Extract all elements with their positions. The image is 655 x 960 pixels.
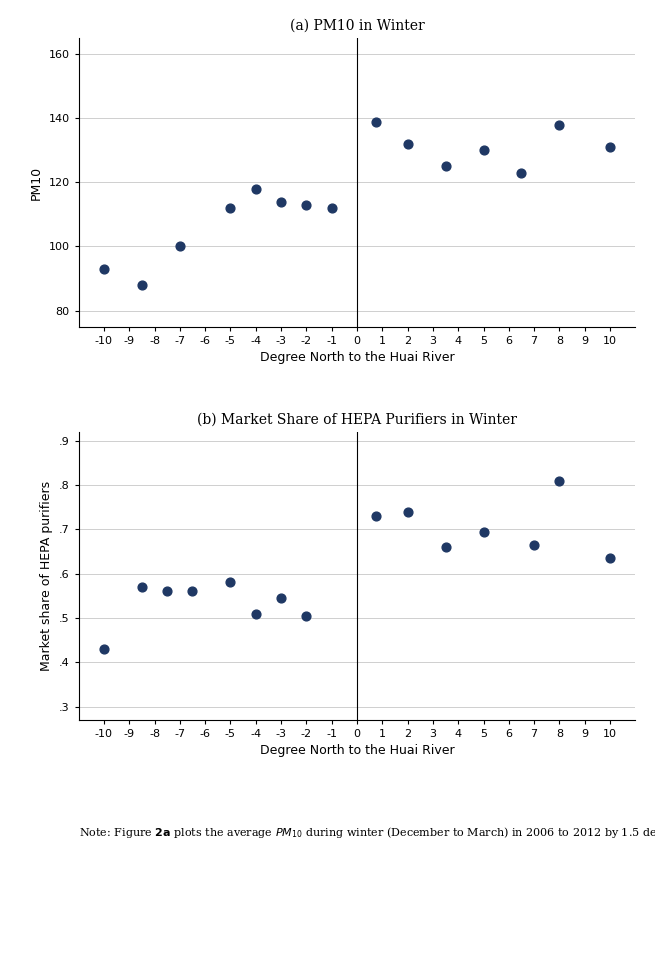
Point (478, 524, 489, 540)
Point (371, 508, 381, 523)
Y-axis label: Market share of HEPA purifiers: Market share of HEPA purifiers (40, 481, 53, 671)
Point (440, 540, 451, 555)
Point (137, 277, 147, 293)
Point (99, 261, 109, 276)
Text: Note: Figure $\mathbf{2a}$ plots the average $PM_{10}$ during winter (December t: Note: Figure $\mathbf{2a}$ plots the ave… (79, 826, 655, 840)
Point (402, 136, 413, 152)
Point (225, 201, 236, 216)
Point (402, 504, 413, 519)
Title: (b) Market Share of HEPA Purifiers in Winter: (b) Market Share of HEPA Purifiers in Wi… (197, 413, 517, 426)
Point (554, 117, 565, 132)
Point (250, 181, 261, 197)
Point (301, 608, 312, 623)
Point (554, 473, 565, 489)
Point (225, 575, 236, 590)
Point (371, 114, 381, 130)
Point (301, 197, 312, 212)
Point (529, 537, 539, 552)
X-axis label: Degree North to the Huai River: Degree North to the Huai River (259, 744, 455, 757)
Point (605, 550, 615, 565)
Point (605, 139, 615, 155)
Point (162, 584, 172, 599)
Point (276, 590, 286, 606)
Point (478, 143, 489, 158)
Point (187, 584, 198, 599)
Point (276, 194, 286, 209)
Point (250, 606, 261, 621)
Point (516, 165, 527, 180)
Title: (a) PM10 in Winter: (a) PM10 in Winter (290, 19, 424, 33)
Point (326, 201, 337, 216)
Y-axis label: PM10: PM10 (30, 165, 43, 200)
Point (175, 239, 185, 254)
Point (137, 579, 147, 594)
Point (99, 641, 109, 657)
X-axis label: Degree North to the Huai River: Degree North to the Huai River (259, 351, 455, 364)
Point (440, 158, 451, 174)
